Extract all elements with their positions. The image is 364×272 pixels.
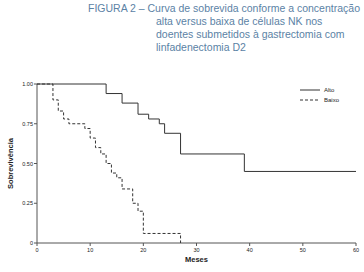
y-tick-label: 0.75 [22, 121, 33, 127]
x-tick-label: 20 [140, 247, 146, 253]
x-tick [302, 243, 303, 246]
x-tick-label: 30 [193, 247, 199, 253]
x-tick-label: 40 [247, 247, 253, 253]
legend-swatch [300, 100, 320, 101]
x-tick [90, 243, 91, 246]
legend-label: Baixo [324, 97, 340, 103]
title-line: alta versus baixa de células NK nos [156, 15, 322, 27]
x-tick-label: 60 [353, 247, 359, 253]
plot-area [37, 84, 356, 243]
y-tick [34, 203, 37, 204]
y-tick-label: 0 [30, 240, 33, 246]
y-tick [34, 163, 37, 164]
x-tick-label: 10 [87, 247, 93, 253]
x-tick [143, 243, 144, 246]
y-tick-label: 1.00 [22, 81, 33, 87]
legend: Alto Baixo [300, 87, 340, 103]
x-axis-label: Meses [185, 255, 208, 264]
survival-curve [37, 84, 181, 243]
y-tick [34, 84, 37, 85]
x-tick [356, 243, 357, 246]
legend-swatch [300, 90, 320, 91]
x-tick-label: 50 [300, 247, 306, 253]
axes: 0 0.25 0.50 0.75 1.00 0 10 20 30 40 50 60 [22, 81, 359, 253]
x-tick [249, 243, 250, 246]
y-tick-label: 0.25 [22, 200, 33, 206]
y-tick [34, 123, 37, 124]
title-line: FIGURA 2 – Curva de sobrevida conforme a… [88, 2, 360, 14]
title: FIGURA 2 – Curva de sobrevida conforme a… [88, 2, 360, 53]
x-tick [37, 243, 38, 246]
x-tick-label: 0 [35, 247, 38, 253]
title-line: linfadenectomia D2 [156, 41, 246, 53]
y-tick-label: 0.50 [22, 161, 33, 167]
y-axis-label: Sobrevivência [6, 137, 15, 189]
title-line: doentes submetidos à gastrectomia com [156, 28, 345, 40]
x-tick [196, 243, 197, 246]
legend-label: Alto [324, 87, 335, 93]
chart: FIGURA 2 – Curva de sobrevida conforme a… [0, 0, 364, 272]
